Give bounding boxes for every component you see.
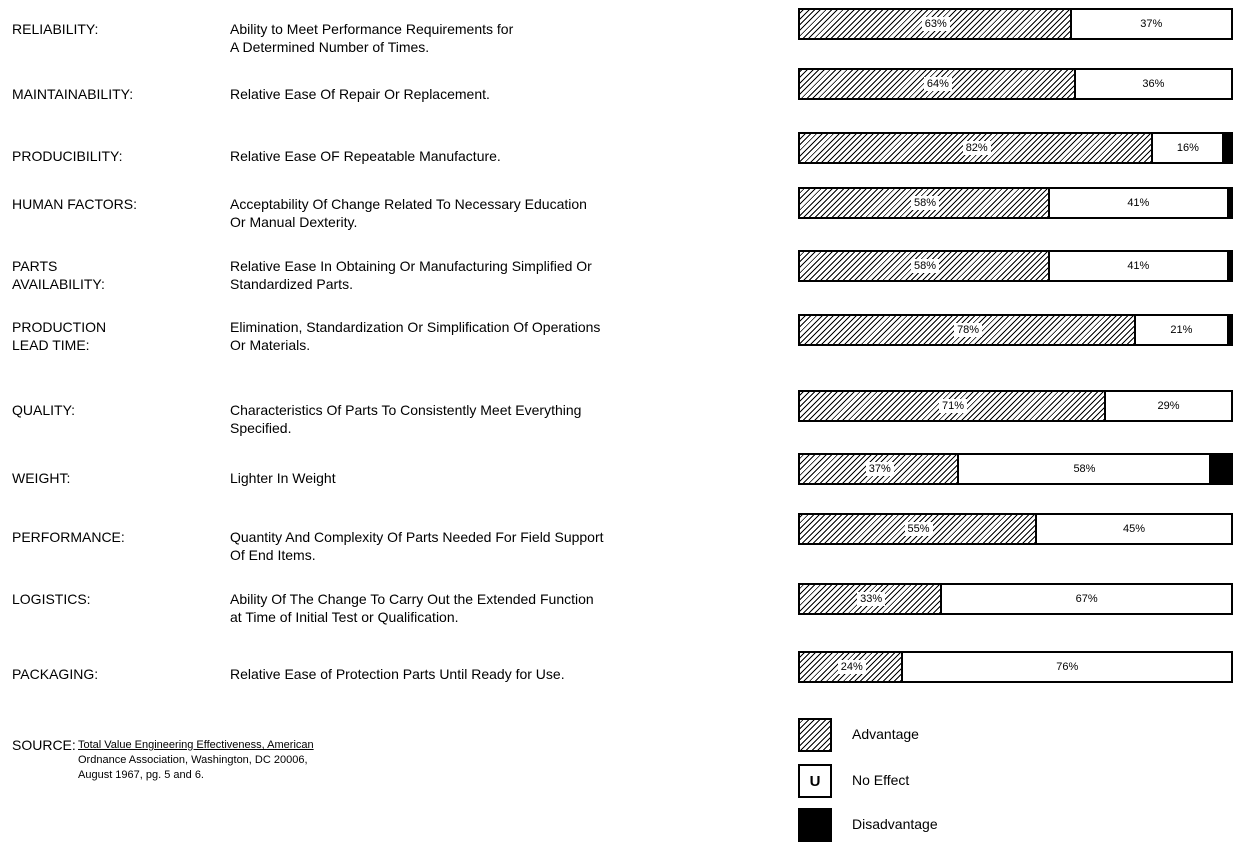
data-label-no-effect: 45%	[1120, 522, 1149, 536]
bar-segment-disadvantage	[1226, 316, 1231, 344]
data-label-no-effect: 41%	[1124, 259, 1153, 273]
attribute-name: PARTS AVAILABILITY:	[12, 258, 105, 292]
attribute-name: LOGISTICS:	[12, 591, 91, 607]
attribute-name: PRODUCTION LEAD TIME:	[12, 319, 107, 353]
stacked-bar: 78% 21%	[798, 314, 1233, 346]
bar-segment-disadvantage	[1222, 134, 1231, 162]
data-label-advantage: 64%	[923, 77, 952, 91]
attribute-description: Acceptability Of Change Related To Neces…	[230, 196, 587, 230]
data-label-advantage: 58%	[910, 196, 939, 210]
source-line-3: August 1967, pg. 5 and 6.	[78, 769, 204, 781]
attribute-name: PACKAGING:	[12, 666, 99, 682]
data-label-advantage: 33%	[857, 592, 886, 606]
data-label-no-effect: 67%	[1072, 592, 1101, 606]
data-label-no-effect: 21%	[1167, 323, 1196, 337]
data-label-no-effect: 41%	[1124, 196, 1153, 210]
data-label-advantage: 58%	[910, 259, 939, 273]
attribute-description: Ability to Meet Performance Requirements…	[230, 21, 514, 55]
data-label-no-effect: 29%	[1154, 399, 1183, 413]
stacked-bar: 63% 37%	[798, 8, 1233, 40]
legend-swatch-advantage	[798, 718, 832, 752]
attribute-name: PRODUCIBILITY:	[12, 148, 123, 164]
bar-segment-disadvantage	[1226, 252, 1231, 280]
bar-segment-disadvantage	[1226, 189, 1231, 217]
stacked-bar: 37% 58%	[798, 453, 1233, 485]
stacked-bar: 64% 36%	[798, 68, 1233, 100]
attribute-description: Characteristics Of Parts To Consistently…	[230, 402, 582, 436]
data-label-no-effect: 58%	[1070, 462, 1099, 476]
attribute-name: RELIABILITY:	[12, 21, 99, 37]
data-label-advantage: 55%	[904, 522, 933, 536]
attribute-description: Relative Ease Of Repair Or Replacement.	[230, 86, 490, 102]
data-label-advantage: 78%	[954, 323, 983, 337]
data-label-no-effect: 76%	[1053, 660, 1082, 674]
data-label-advantage: 37%	[865, 462, 894, 476]
attribute-description: Relative Ease OF Repeatable Manufacture.	[230, 148, 501, 164]
stacked-bar: 55% 45%	[798, 513, 1233, 545]
attribute-description: Quantity And Complexity Of Parts Needed …	[230, 529, 604, 563]
attribute-description: Relative Ease In Obtaining Or Manufactur…	[230, 258, 592, 292]
data-label-no-effect: 16%	[1173, 141, 1202, 155]
data-label-advantage: 71%	[938, 399, 968, 413]
source-line-2: Ordnance Association, Washington, DC 200…	[78, 754, 308, 766]
legend-label-no-effect: No Effect	[852, 772, 910, 788]
stacked-bar: 82% 16%	[798, 132, 1233, 164]
legend-item-disadvantage: Disadvantage	[798, 808, 998, 846]
attribute-description: Elimination, Standardization Or Simplifi…	[230, 319, 601, 353]
attribute-name: MAINTAINABILITY:	[12, 86, 134, 102]
legend-swatch-disadvantage	[798, 808, 832, 842]
legend-item-no-effect: U No Effect	[798, 764, 998, 802]
data-label-no-effect: 36%	[1139, 77, 1168, 91]
attribute-description: Ability Of The Change To Carry Out the E…	[230, 591, 594, 625]
stacked-bar: 58% 41%	[798, 187, 1233, 219]
stacked-bar: 71% 29%	[798, 390, 1233, 422]
source-title: Total Value Engineering Effectiveness, A…	[78, 739, 314, 751]
data-label-advantage: 63%	[921, 17, 950, 31]
data-label-no-effect: 37%	[1137, 17, 1166, 31]
legend-label-advantage: Advantage	[852, 726, 919, 742]
stacked-bar: 58% 41%	[798, 250, 1233, 282]
attribute-name: PERFORMANCE:	[12, 529, 125, 545]
attribute-description: Lighter In Weight	[230, 470, 336, 486]
source-label: SOURCE:	[12, 737, 76, 753]
source-citation: Total Value Engineering Effectiveness, A…	[78, 738, 314, 783]
data-label-advantage: 24%	[837, 660, 866, 674]
stacked-bar: 33% 67%	[798, 583, 1233, 615]
bar-segment-disadvantage	[1209, 455, 1231, 483]
attribute-description: Relative Ease of Protection Parts Until …	[230, 666, 565, 682]
legend-swatch-no-effect: U	[798, 764, 832, 798]
attribute-name: HUMAN FACTORS:	[12, 196, 137, 212]
attribute-name: WEIGHT:	[12, 470, 71, 486]
legend-label-disadvantage: Disadvantage	[852, 816, 938, 832]
legend-item-advantage: Advantage	[798, 718, 998, 756]
data-label-advantage: 82%	[962, 141, 991, 155]
stacked-bar: 24% 76%	[798, 651, 1233, 683]
attribute-name: QUALITY:	[12, 402, 76, 418]
